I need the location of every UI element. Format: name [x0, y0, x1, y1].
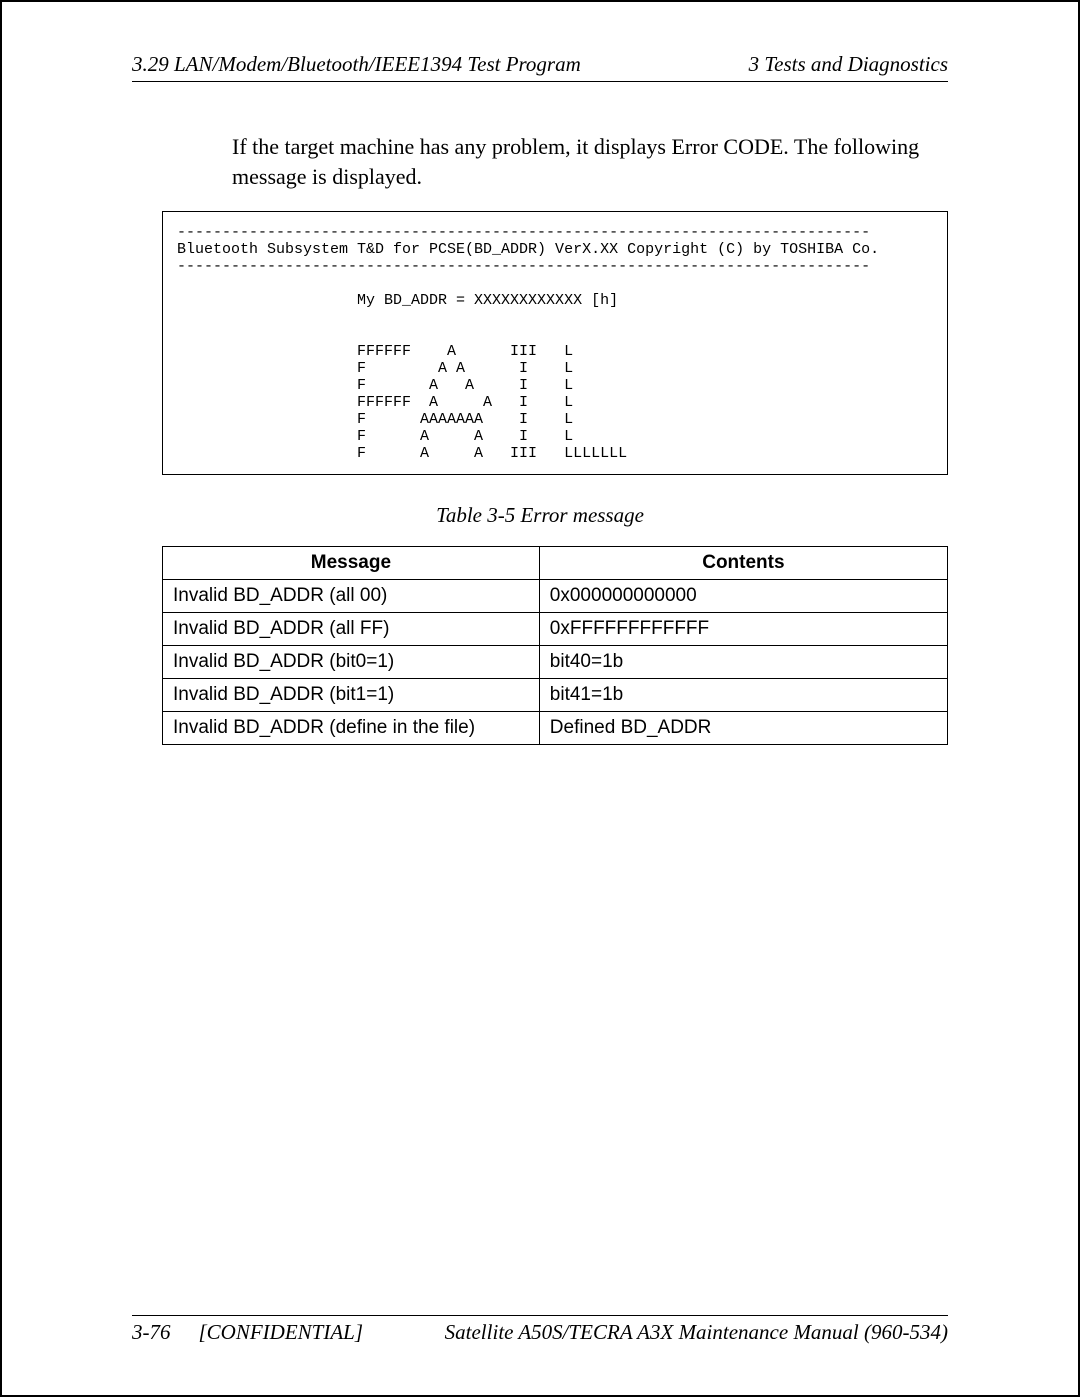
table-row: Invalid BD_ADDR (bit0=1) bit40=1b: [163, 646, 948, 679]
footer-manual-title: Satellite A50S/TECRA A3X Maintenance Man…: [445, 1320, 948, 1345]
table-cell-contents: 0xFFFFFFFFFFFF: [539, 613, 947, 646]
body-paragraph: If the target machine has any problem, i…: [232, 132, 948, 191]
table-cell-message: Invalid BD_ADDR (all FF): [163, 613, 540, 646]
table-cell-message: Invalid BD_ADDR (bit0=1): [163, 646, 540, 679]
table-row: Invalid BD_ADDR (all 00) 0x000000000000: [163, 580, 948, 613]
document-page: 3.29 LAN/Modem/Bluetooth/IEEE1394 Test P…: [0, 0, 1080, 1397]
table-cell-contents: bit40=1b: [539, 646, 947, 679]
table-cell-contents: 0x000000000000: [539, 580, 947, 613]
table-header-contents: Contents: [539, 547, 947, 580]
table-row: Invalid BD_ADDR (all FF) 0xFFFFFFFFFFFF: [163, 613, 948, 646]
table-cell-contents: bit41=1b: [539, 679, 947, 712]
header-section-left: 3.29 LAN/Modem/Bluetooth/IEEE1394 Test P…: [132, 52, 581, 77]
table-cell-contents: Defined BD_ADDR: [539, 712, 947, 745]
footer-left-group: 3-76 [CONFIDENTIAL]: [132, 1320, 363, 1345]
footer-confidential-label: [CONFIDENTIAL]: [199, 1320, 364, 1345]
header-section-right: 3 Tests and Diagnostics: [749, 52, 948, 77]
error-output-code-block: ----------------------------------------…: [162, 211, 948, 475]
table-cell-message: Invalid BD_ADDR (all 00): [163, 580, 540, 613]
table-row: Invalid BD_ADDR (define in the file) Def…: [163, 712, 948, 745]
table-row: Invalid BD_ADDR (bit1=1) bit41=1b: [163, 679, 948, 712]
table-cell-message: Invalid BD_ADDR (bit1=1): [163, 679, 540, 712]
table-caption: Table 3-5 Error message: [132, 503, 948, 528]
error-message-table: Message Contents Invalid BD_ADDR (all 00…: [162, 546, 948, 745]
page-footer: 3-76 [CONFIDENTIAL] Satellite A50S/TECRA…: [132, 1315, 948, 1345]
footer-page-number: 3-76: [132, 1320, 171, 1345]
table-header-message: Message: [163, 547, 540, 580]
page-header: 3.29 LAN/Modem/Bluetooth/IEEE1394 Test P…: [132, 52, 948, 82]
table-cell-message: Invalid BD_ADDR (define in the file): [163, 712, 540, 745]
table-header-row: Message Contents: [163, 547, 948, 580]
